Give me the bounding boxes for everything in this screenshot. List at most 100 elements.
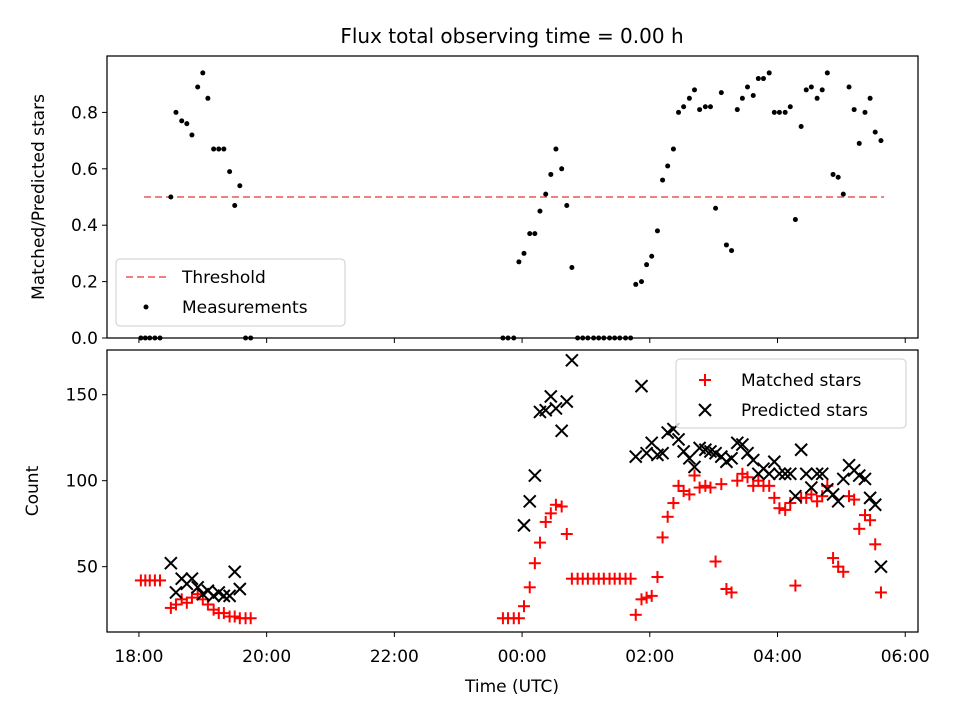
measurement-point [147,335,153,341]
measurement-point [511,335,517,341]
predicted-stars-point [772,467,787,481]
measurement-point [723,242,729,248]
measurement-point [878,138,884,144]
measurement-point [585,335,591,341]
predicted-stars-point [724,451,739,466]
measurement-point [718,90,724,96]
matched-stars-point [789,579,802,592]
measurement-point [638,279,644,285]
predicted-stars-point [746,453,760,467]
matched-legend-swatch [699,374,711,386]
measurement-point [195,84,201,90]
measurement-point [575,335,581,341]
y-tick-label: 100 [66,472,98,492]
predicted-stars-point [767,455,782,469]
measurement-point [607,335,613,341]
predicted-stars-point [799,467,813,481]
measurement-point [548,171,554,177]
matched-stars-point [244,612,257,625]
measurement-point [237,183,243,189]
ratio-y-axis-label: Matched/Predicted stars [29,94,49,300]
matched-stars-point [869,538,882,551]
measurement-point [750,92,756,98]
matched-stars-point [763,479,776,492]
matched-stars-point [169,598,182,611]
ratio-x-ticks [138,338,906,343]
measurement-point [553,146,559,152]
measurement-point [872,129,878,135]
x-tick-label: 02:00 [625,647,674,667]
y-tick-label: 0.0 [71,329,98,349]
measurement-point [243,335,249,341]
ratio-y-ticks: 0.0 0.2 0.4 0.6 0.8 [71,103,107,349]
matched-stars-point [699,479,712,492]
measurement-point [744,84,750,90]
measurement-point [569,265,575,270]
predicted-stars-point [682,451,697,466]
matched-stars-point [709,555,722,568]
measurement-point [216,146,222,152]
predicted-stars-point [169,585,183,600]
measurement-point [580,335,586,341]
measurement-point [729,248,735,254]
count-legend: Matched stars Predicted stars [675,358,907,429]
measurements-legend-swatch [143,304,149,310]
measurement-point [559,166,565,172]
count-y-ticks: 50 100 150 [66,386,107,578]
x-tick-label: 06:00 [881,647,930,667]
ratio-legend: Threshold Measurements [115,258,346,327]
measurement-point [596,335,602,341]
matched-stars-point [640,591,653,604]
y-tick-label: 150 [66,386,98,406]
measurement-point [232,202,238,208]
predicted-stars-point [810,467,824,481]
measurement-point [142,335,148,341]
matched-stars-point [539,515,552,528]
measurement-point [500,335,506,341]
y-tick-label: 0.8 [71,103,98,123]
matched-stars-point [864,514,877,527]
measurement-point [676,109,682,115]
predicted-stars-point [185,571,199,586]
ratio-panel: 0.00.20.40.60.8 Matched/Predicted stars … [29,55,919,349]
measurement-point [601,335,607,341]
matched-stars-point [816,490,829,503]
measurement-point [867,95,873,101]
predicted-stars-point [778,467,792,481]
count-y-axis-label: Count [23,465,43,516]
measurement-point [628,335,634,341]
measurement-point [670,146,676,152]
measurements-legend-label: Measurements [182,298,308,318]
predicted-stars-point [831,494,845,509]
x-tick-label: 22:00 [370,647,419,667]
predicted-stars-point [655,446,670,460]
measurement-point [771,109,777,115]
predicted-stars-point [836,472,850,486]
predicted-stars-point [634,379,649,393]
measurement-point [527,231,533,237]
measurement-point [537,208,543,214]
measurement-point [189,132,195,138]
matched-stars-point [741,471,754,484]
matched-stars-point [704,481,717,494]
measurement-point [755,76,761,82]
measurement-point [862,109,868,115]
matched-stars-point [517,600,530,613]
measurement-point [532,231,538,237]
matched-stars-point [523,581,536,594]
predicted-stars-point [762,467,776,481]
matched-stars-point [635,593,648,606]
measurement-point [814,95,820,101]
matched-stars-point [715,478,728,491]
matched-stars-point [544,507,557,520]
matched-stars-point [784,497,797,510]
predicted-stars-point [858,472,872,486]
predicted-stars-point [735,437,750,452]
y-tick-label: 50 [76,558,98,578]
matched-stars-point [645,589,658,602]
matched-stars-point [874,586,887,599]
predicted-legend-swatch [698,403,712,417]
measurement-point [851,107,857,113]
predicted-stars-point [794,443,808,457]
matched-stars-point [533,536,546,549]
